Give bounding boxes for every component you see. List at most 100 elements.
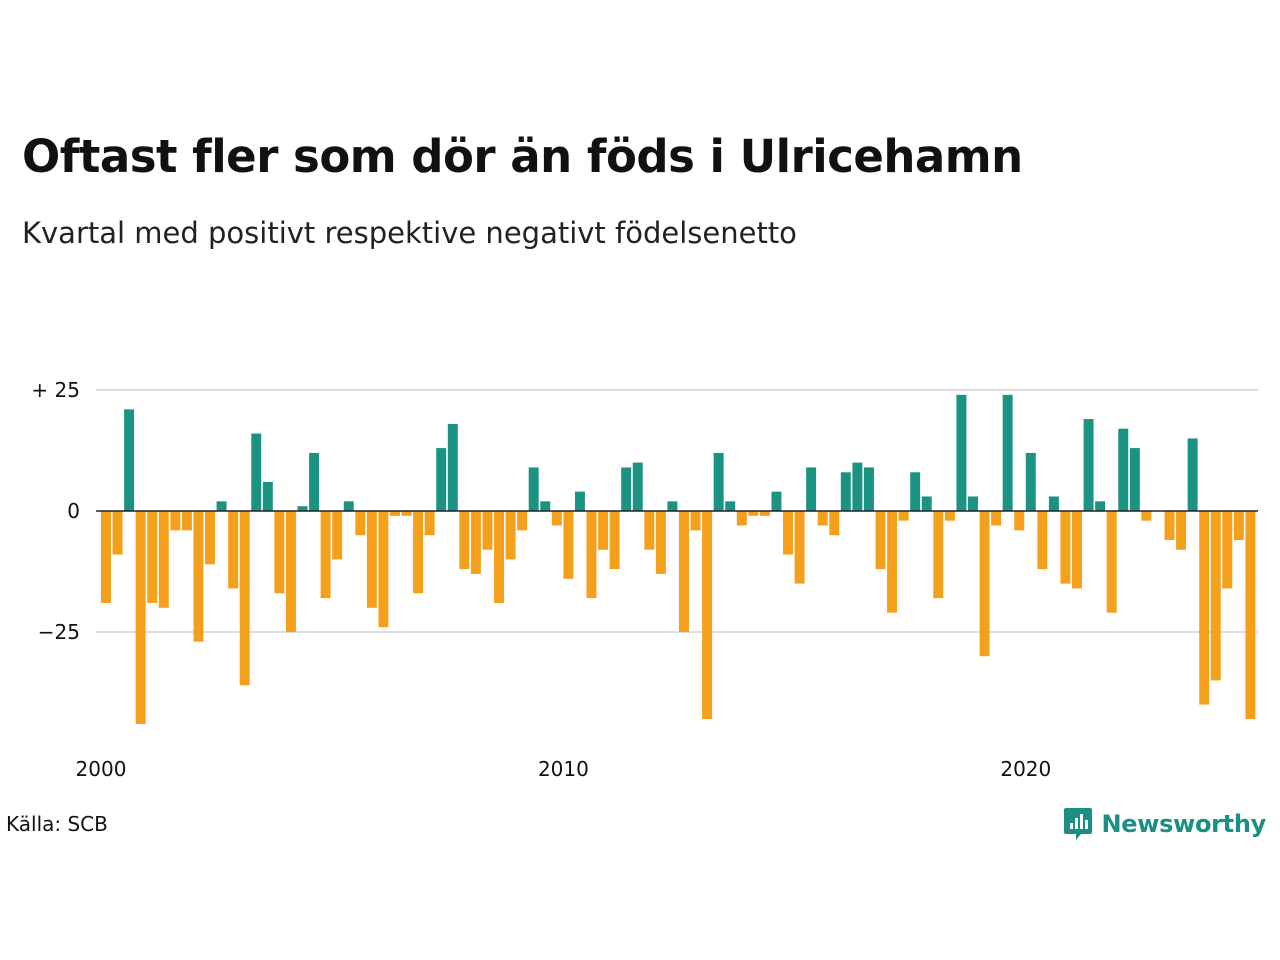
bar xyxy=(390,511,400,516)
bar xyxy=(540,501,551,511)
bar xyxy=(887,511,898,613)
bar xyxy=(482,511,493,550)
bar xyxy=(1187,438,1198,511)
bar xyxy=(112,511,123,555)
brand-logo: Newsworthy xyxy=(1063,804,1266,844)
bar xyxy=(956,394,967,511)
bar xyxy=(748,511,759,516)
bar-chart: + 25 0 −25 2000 2010 2020 xyxy=(31,378,1258,781)
bar xyxy=(968,496,978,511)
bar xyxy=(910,472,921,511)
bar xyxy=(933,511,944,599)
bar xyxy=(759,511,770,516)
bar xyxy=(817,511,828,526)
bar xyxy=(852,462,863,511)
bar xyxy=(216,501,227,511)
bar xyxy=(320,511,331,599)
brand-name: Newsworthy xyxy=(1101,810,1266,838)
bar xyxy=(101,511,111,603)
bar xyxy=(170,511,181,531)
bar xyxy=(679,511,689,632)
bar xyxy=(794,511,805,584)
bar xyxy=(1048,496,1059,511)
bar xyxy=(690,511,701,531)
bar xyxy=(655,511,666,574)
bar xyxy=(413,511,424,594)
bar xyxy=(783,511,793,555)
y-tick-label: 0 xyxy=(67,499,80,523)
bar xyxy=(309,452,320,511)
bar xyxy=(609,511,620,570)
bar xyxy=(1176,511,1187,550)
bar xyxy=(574,491,585,511)
bar xyxy=(898,511,909,521)
bar xyxy=(1129,448,1140,511)
bar xyxy=(401,511,412,516)
bar xyxy=(1233,511,1244,541)
bar xyxy=(228,511,239,589)
bar xyxy=(1037,511,1048,570)
bar xyxy=(979,511,990,657)
chart-subtitle: Kvartal med positivt respektive negativt… xyxy=(22,216,797,250)
bar xyxy=(667,501,678,511)
bar xyxy=(736,511,747,526)
bar xyxy=(829,511,840,536)
bar xyxy=(494,511,504,603)
bar xyxy=(1222,511,1233,589)
bar xyxy=(1245,511,1256,720)
bar xyxy=(285,511,296,632)
bar xyxy=(447,423,458,511)
bar xyxy=(193,511,204,642)
bar xyxy=(124,409,135,511)
bar xyxy=(158,511,169,608)
bar xyxy=(436,448,447,511)
bar xyxy=(586,511,597,599)
bar xyxy=(1095,501,1106,511)
bar xyxy=(181,511,192,531)
bar xyxy=(598,511,609,550)
bar xyxy=(551,511,562,526)
bar xyxy=(875,511,886,570)
bar xyxy=(517,511,528,531)
bar xyxy=(262,481,273,511)
bar xyxy=(921,496,932,511)
bar xyxy=(621,467,632,511)
bar xyxy=(644,511,655,550)
bar xyxy=(563,511,574,579)
x-tick-label: 2010 xyxy=(538,757,589,781)
bar xyxy=(806,467,817,511)
x-tick-label: 2000 xyxy=(76,757,127,781)
bar xyxy=(355,511,366,536)
bar xyxy=(840,472,851,511)
bar xyxy=(332,511,343,560)
bar xyxy=(1210,511,1221,681)
x-tick-label: 2020 xyxy=(1000,757,1051,781)
bar xyxy=(147,511,158,603)
bar xyxy=(1083,419,1094,511)
bar xyxy=(725,501,736,511)
bar xyxy=(205,511,215,565)
bar xyxy=(366,511,377,608)
bar xyxy=(470,511,481,574)
bar xyxy=(505,511,516,560)
bar xyxy=(459,511,470,570)
y-tick-label: + 25 xyxy=(31,378,80,402)
bar xyxy=(1199,511,1210,705)
bar xyxy=(1002,394,1013,511)
bar xyxy=(713,452,724,511)
bar xyxy=(239,511,250,686)
bar xyxy=(297,506,308,511)
bar xyxy=(991,511,1002,526)
bar xyxy=(343,501,354,511)
bar xyxy=(378,511,389,628)
bar xyxy=(1106,511,1117,613)
bar xyxy=(863,467,874,511)
bar xyxy=(632,462,643,511)
bar xyxy=(528,467,539,511)
bar xyxy=(702,511,713,720)
y-tick-label: −25 xyxy=(38,620,80,644)
bar xyxy=(1072,511,1082,589)
bar xyxy=(274,511,285,594)
source-note: Källa: SCB xyxy=(6,812,108,836)
bar xyxy=(1118,428,1129,511)
